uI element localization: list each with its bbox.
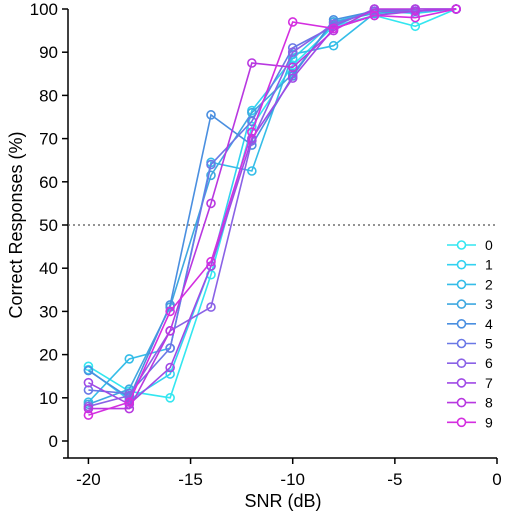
y-tick-label: 100 bbox=[30, 0, 58, 19]
legend-marker bbox=[456, 338, 467, 349]
x-tick-label: 0 bbox=[492, 470, 501, 489]
legend-label: 4 bbox=[485, 316, 493, 332]
series-line-7 bbox=[88, 8, 457, 406]
data-point bbox=[83, 377, 94, 388]
series-5 bbox=[83, 4, 461, 399]
data-point bbox=[328, 40, 339, 51]
legend-label: 1 bbox=[485, 257, 493, 273]
legend-marker bbox=[456, 397, 467, 408]
legend-item-8: 8 bbox=[447, 395, 493, 411]
y-tick-label: 60 bbox=[39, 173, 58, 192]
data-point bbox=[287, 47, 298, 58]
data-point bbox=[247, 127, 257, 137]
y-tick-label: 70 bbox=[39, 130, 58, 149]
legend-item-2: 2 bbox=[447, 276, 493, 292]
y-axis-label: Correct Responses (%) bbox=[6, 131, 26, 318]
legend-label: 5 bbox=[485, 336, 493, 352]
data-point bbox=[287, 73, 298, 83]
y-tick-label: 20 bbox=[39, 346, 58, 365]
legend-item-9: 9 bbox=[447, 414, 493, 430]
data-point bbox=[287, 62, 298, 73]
x-tick-label: -15 bbox=[178, 470, 203, 489]
x-axis-label: SNR (dB) bbox=[244, 491, 321, 511]
data-point bbox=[206, 110, 216, 120]
y-tick-label: 30 bbox=[39, 302, 58, 321]
data-point bbox=[369, 4, 380, 14]
data-point bbox=[247, 58, 257, 68]
y-tick-label: 50 bbox=[39, 216, 58, 235]
legend-marker bbox=[456, 240, 467, 250]
series-group bbox=[83, 4, 461, 420]
data-point bbox=[165, 392, 175, 403]
data-point bbox=[287, 17, 298, 27]
series-line-1 bbox=[87, 8, 457, 401]
y-tick-label: 10 bbox=[39, 389, 58, 408]
y-tick-label: 0 bbox=[49, 432, 58, 451]
legend-item-7: 7 bbox=[447, 375, 493, 391]
data-point bbox=[410, 12, 421, 23]
data-point bbox=[451, 4, 461, 14]
series-line-6 bbox=[88, 8, 457, 408]
legend-label: 3 bbox=[485, 296, 493, 312]
y-tick-label: 90 bbox=[39, 43, 58, 62]
data-point bbox=[247, 166, 257, 176]
data-point bbox=[206, 159, 216, 170]
data-point bbox=[165, 369, 175, 379]
data-point bbox=[124, 354, 135, 364]
legend-marker bbox=[456, 299, 467, 309]
legend-label: 2 bbox=[485, 276, 493, 292]
series-line-9 bbox=[88, 8, 457, 416]
x-tick-label: -10 bbox=[280, 470, 305, 489]
legend-item-3: 3 bbox=[447, 296, 493, 312]
data-point bbox=[165, 343, 175, 353]
legend-marker bbox=[456, 318, 467, 329]
x-tick-label: -20 bbox=[76, 470, 101, 489]
data-point bbox=[165, 300, 175, 310]
series-line-8 bbox=[88, 8, 457, 410]
data-point bbox=[206, 170, 216, 181]
series-line-0 bbox=[88, 8, 457, 399]
legend-marker bbox=[456, 259, 467, 270]
series-9 bbox=[83, 4, 461, 420]
series-line-4 bbox=[87, 8, 457, 399]
legend-item-1: 1 bbox=[447, 257, 493, 273]
data-point bbox=[206, 256, 216, 267]
y-tick-label: 40 bbox=[39, 259, 58, 278]
data-point bbox=[165, 326, 175, 336]
series-line-2 bbox=[87, 8, 457, 403]
legend-marker bbox=[456, 358, 467, 369]
legend-label: 8 bbox=[485, 395, 493, 411]
data-point bbox=[83, 410, 94, 420]
legend-marker bbox=[456, 279, 467, 290]
series-8 bbox=[83, 4, 461, 414]
legend: 0 1 2 3 4 5 6 7 8 9 bbox=[447, 237, 493, 430]
data-point bbox=[124, 403, 135, 414]
legend-label: 7 bbox=[485, 375, 493, 391]
data-point bbox=[83, 403, 94, 414]
series-line-5 bbox=[88, 8, 457, 395]
series-line-3 bbox=[88, 8, 457, 406]
legend-item-6: 6 bbox=[447, 355, 493, 371]
x-tick-label: -5 bbox=[387, 470, 402, 489]
data-point bbox=[206, 198, 216, 209]
legend-item-4: 4 bbox=[447, 316, 493, 332]
legend-label: 0 bbox=[485, 237, 493, 253]
legend-item-0: 0 bbox=[447, 237, 493, 253]
y-tick-label: 80 bbox=[39, 86, 58, 105]
legend-label: 6 bbox=[485, 355, 493, 371]
data-point bbox=[369, 10, 380, 21]
legend-marker bbox=[456, 378, 467, 388]
data-point bbox=[83, 365, 94, 376]
data-point bbox=[124, 397, 135, 407]
legend-item-5: 5 bbox=[447, 336, 493, 352]
legend-marker bbox=[456, 417, 467, 428]
data-point bbox=[165, 306, 175, 317]
data-point bbox=[206, 302, 216, 312]
data-point bbox=[328, 23, 339, 34]
data-point bbox=[165, 362, 175, 373]
legend-label: 9 bbox=[485, 414, 493, 430]
